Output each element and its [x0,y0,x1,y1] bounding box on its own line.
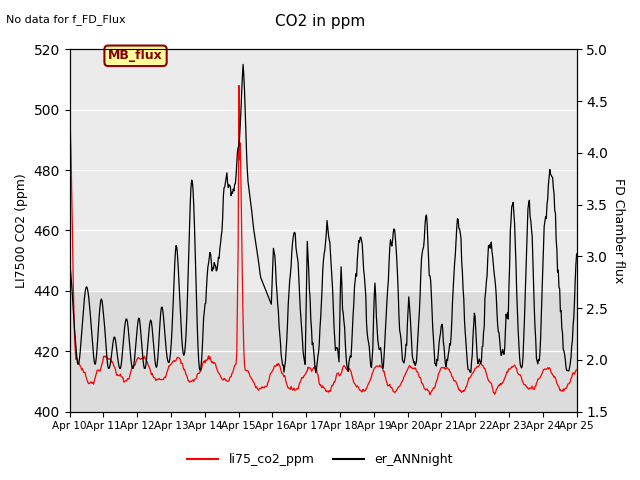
Text: No data for f_FD_Flux: No data for f_FD_Flux [6,14,126,25]
Y-axis label: FD Chamber flux: FD Chamber flux [612,178,625,283]
Bar [70,291,577,412]
Legend: li75_co2_ppm, er_ANNnight: li75_co2_ppm, er_ANNnight [182,448,458,471]
Y-axis label: LI7500 CO2 (ppm): LI7500 CO2 (ppm) [15,173,28,288]
Bar [70,49,577,291]
Text: MB_flux: MB_flux [108,49,163,62]
Text: CO2 in ppm: CO2 in ppm [275,14,365,29]
